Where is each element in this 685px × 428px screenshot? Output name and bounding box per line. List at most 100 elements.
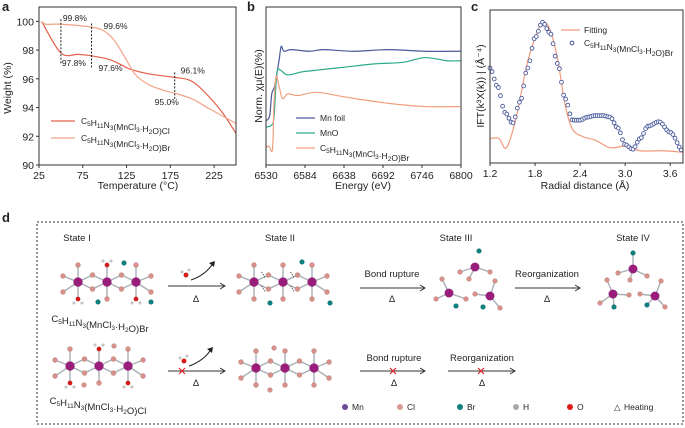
- atom-cl: [324, 289, 330, 295]
- arrow-head-icon: [509, 367, 516, 375]
- water-release-arrow: [188, 347, 213, 367]
- atom-h: [185, 354, 189, 358]
- legend-label: Mn foil: [320, 113, 345, 123]
- atom-o: [181, 358, 187, 364]
- atom-cl: [433, 296, 439, 302]
- atom-mn: [73, 277, 83, 287]
- atom-h: [180, 270, 184, 274]
- atom-o: [133, 296, 139, 302]
- atom-h: [72, 385, 76, 389]
- atom-cl: [110, 356, 117, 362]
- formula-cl-label: C5H11N3(MnCl3·H2O)Cl: [50, 396, 147, 417]
- data-point: [517, 99, 522, 105]
- atom-cl: [282, 348, 288, 354]
- atom-br: [327, 300, 333, 306]
- atom-cl: [75, 262, 81, 268]
- legend-label: MnO: [320, 128, 339, 138]
- atom-cl: [267, 387, 273, 393]
- x-tick-label: 1.2: [483, 168, 498, 180]
- annotation-label: 99.6%: [103, 21, 128, 31]
- data-point: [496, 85, 501, 90]
- atom-cl: [67, 346, 73, 352]
- atom-h: [64, 385, 68, 389]
- data-point: [527, 58, 533, 64]
- chart-a-weight-loss: 25 75 125 175 225 90 92 94 96 98 100 99.8% 99.6% 97.8…: [16, 6, 237, 182]
- atom-cl: [104, 296, 110, 302]
- x-tick-label: 3.6: [663, 168, 678, 180]
- series-line-1: [265, 56, 462, 128]
- data-point: [567, 111, 573, 117]
- atom-cl: [236, 289, 242, 295]
- blocked-x-icon: [477, 367, 485, 375]
- data-point: [611, 120, 617, 126]
- atom-br: [95, 299, 101, 305]
- atom-cl: [294, 286, 301, 292]
- legend-swatch-br: [457, 404, 463, 410]
- data-point: [634, 139, 640, 145]
- atom-legend: Mn Cl Br H O △ Heating: [342, 402, 654, 412]
- data-point: [523, 70, 529, 76]
- atom-cl: [439, 276, 445, 282]
- data-point: [554, 61, 560, 66]
- atom-cl: [326, 375, 332, 381]
- heating-legend-icon: △: [614, 402, 621, 412]
- atom-cl: [626, 292, 632, 298]
- atom-br: [644, 302, 650, 308]
- atom-cl: [294, 272, 301, 278]
- atom-mn: [309, 363, 319, 373]
- heating-symbol: Δ: [391, 378, 398, 389]
- atom-cl: [309, 262, 315, 268]
- y-tick-label: 92: [22, 131, 34, 143]
- x-tick-label: 175: [162, 170, 180, 182]
- atom-cl: [280, 262, 286, 268]
- atom-cl: [282, 382, 288, 388]
- data-point: [491, 76, 497, 82]
- atom-mn: [485, 291, 495, 301]
- atom-br: [611, 304, 617, 310]
- atom-cl: [637, 291, 643, 297]
- atom-cl: [267, 358, 274, 364]
- x-tick-label: 75: [77, 170, 89, 182]
- formula-br-label: C5H11N3(MnCl3·H2O)Br: [51, 314, 148, 335]
- data-point: [550, 41, 556, 47]
- atom-cl: [140, 357, 146, 363]
- atom-h: [101, 259, 105, 263]
- heating-symbol: Δ: [193, 294, 200, 305]
- data-point: [519, 95, 524, 101]
- data-point: [533, 34, 539, 39]
- atom-cl: [604, 277, 610, 283]
- atom-cl: [133, 262, 139, 268]
- data-point: [514, 105, 520, 111]
- x-tick-label: 25: [33, 170, 45, 182]
- legend-label-cl: Cl: [407, 402, 415, 412]
- y-tick-label: 94: [22, 103, 34, 115]
- atom-mn: [249, 277, 259, 287]
- legend-swatch-mn: [342, 404, 348, 410]
- atom-cl: [238, 375, 244, 381]
- atom-mn: [628, 264, 638, 274]
- data-point: [506, 115, 512, 121]
- atom-cl: [238, 359, 244, 365]
- atom-cl: [309, 296, 315, 302]
- data-point: [620, 137, 625, 143]
- atom-cl: [627, 277, 633, 283]
- arrow-head-icon: [419, 367, 426, 375]
- atom-mn: [470, 262, 480, 272]
- data-point: [641, 131, 646, 136]
- atom-mn: [307, 277, 317, 287]
- atom-cl: [253, 348, 259, 354]
- x-tick-label: 3.0: [618, 168, 633, 180]
- atom-cl: [81, 370, 88, 376]
- atom-h: [109, 259, 113, 263]
- y-tick-label: 96: [22, 74, 34, 86]
- atom-cl: [140, 373, 146, 379]
- panel-label-c: c: [471, 0, 478, 14]
- legend-label: C5H11N3(MnCl3·H2O)Cl: [81, 116, 170, 136]
- atom-cl: [662, 304, 668, 310]
- x-tick-label: 6692: [371, 170, 395, 182]
- atom-mn: [65, 361, 75, 371]
- atom-br: [148, 299, 154, 305]
- x-tick-label: 6800: [449, 170, 473, 182]
- atom-cl: [251, 262, 257, 268]
- atom-cl: [463, 296, 469, 302]
